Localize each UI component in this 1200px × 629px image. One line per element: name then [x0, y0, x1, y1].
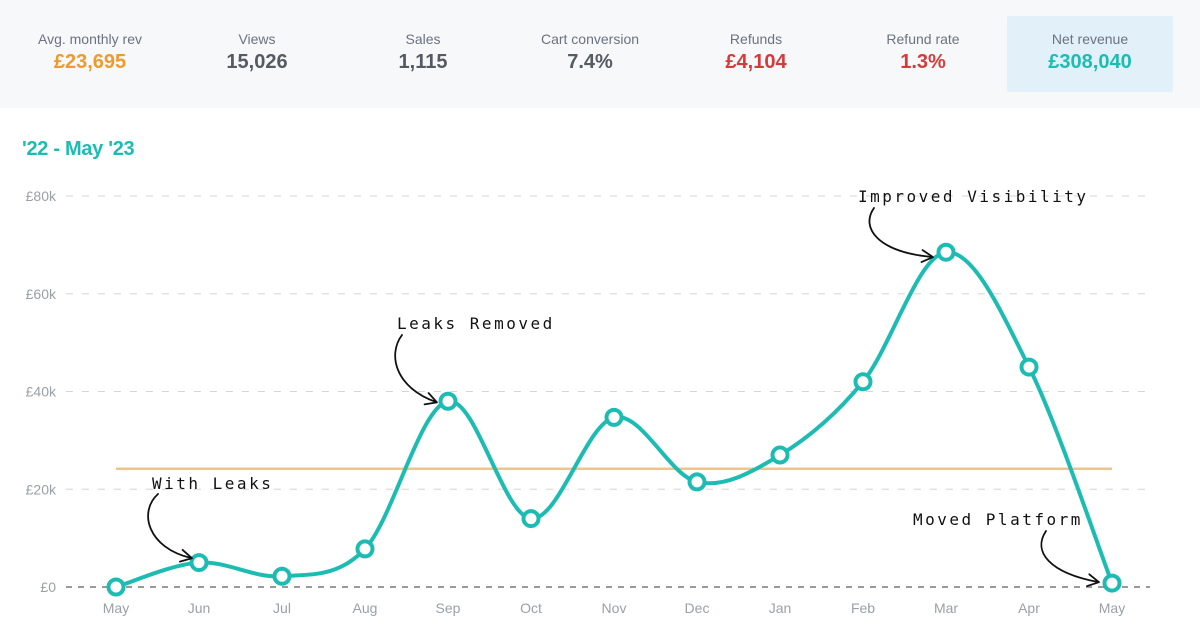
data-point — [936, 242, 956, 262]
stat-avg-monthly-rev: Avg. monthly rev £23,695 — [7, 16, 173, 92]
data-point — [272, 566, 292, 586]
x-tick-label: Mar — [934, 600, 958, 616]
annotation-arrow — [868, 207, 934, 263]
y-tick-label: £40k — [26, 384, 57, 400]
stat-value: 7.4% — [567, 51, 613, 73]
x-tick-label: May — [103, 600, 129, 616]
stat-label: Sales — [405, 31, 441, 47]
x-tick-label: Aug — [353, 600, 378, 616]
x-tick-label: Feb — [851, 600, 875, 616]
stat-label: Refunds — [729, 31, 783, 47]
stats-bar: Avg. monthly rev £23,695 Views 15,026 Sa… — [0, 0, 1200, 108]
x-tick-label: Jan — [769, 600, 792, 616]
data-point — [438, 391, 458, 411]
x-tick-label: Jun — [188, 600, 211, 616]
stat-label: Refund rate — [886, 31, 960, 47]
x-tick-label: Sep — [436, 600, 461, 616]
stat-value: 1,115 — [398, 51, 448, 73]
stat-views: Views 15,026 — [174, 16, 340, 92]
data-point — [604, 407, 624, 427]
data-point — [1102, 573, 1122, 593]
data-point — [106, 577, 126, 597]
stat-value: £4,104 — [725, 51, 787, 73]
annotation-arrow — [1040, 530, 1100, 587]
data-point — [687, 472, 707, 492]
stat-net-revenue[interactable]: Net revenue £308,040 — [1007, 16, 1173, 92]
stat-value: £308,040 — [1048, 51, 1132, 73]
stat-refunds: Refunds £4,104 — [673, 16, 839, 92]
y-tick-label: £80k — [26, 188, 57, 204]
x-tick-label: Jul — [273, 600, 291, 616]
stat-refund-rate: Refund rate 1.3% — [840, 16, 1006, 92]
annotation-arrow — [394, 334, 438, 406]
y-tick-label: £20k — [26, 481, 57, 497]
x-tick-label: Apr — [1018, 600, 1040, 616]
stat-label: Net revenue — [1051, 31, 1129, 47]
data-point — [521, 509, 541, 529]
data-point — [189, 553, 209, 573]
stat-value: 1.3% — [900, 51, 946, 73]
data-point — [853, 372, 873, 392]
x-tick-label: May — [1099, 600, 1125, 616]
annotation-label: Moved Platform — [913, 510, 1083, 529]
annotation-label: Improved Visibility — [858, 187, 1089, 206]
x-tick-label: Oct — [520, 600, 542, 616]
x-tick-label: Dec — [685, 600, 710, 616]
annotation-arrow — [147, 493, 193, 563]
stat-cart-conversion: Cart conversion 7.4% — [507, 16, 673, 92]
stat-value: £23,695 — [53, 51, 127, 73]
y-tick-label: £60k — [26, 286, 57, 302]
stat-label: Avg. monthly rev — [37, 31, 142, 47]
x-tick-label: Nov — [602, 600, 627, 616]
stat-label: Cart conversion — [540, 31, 640, 47]
stat-label: Views — [238, 31, 276, 47]
stat-value: 15,026 — [226, 51, 288, 73]
stat-sales: Sales 1,115 — [340, 16, 506, 92]
annotation-label: Leaks Removed — [397, 314, 555, 333]
data-point — [355, 539, 375, 559]
y-tick-label: £0 — [40, 579, 56, 595]
data-point — [1019, 357, 1039, 377]
data-point — [770, 445, 790, 465]
annotation-label: With Leaks — [152, 474, 273, 493]
chart-title: '22 - May '23 — [22, 138, 135, 160]
